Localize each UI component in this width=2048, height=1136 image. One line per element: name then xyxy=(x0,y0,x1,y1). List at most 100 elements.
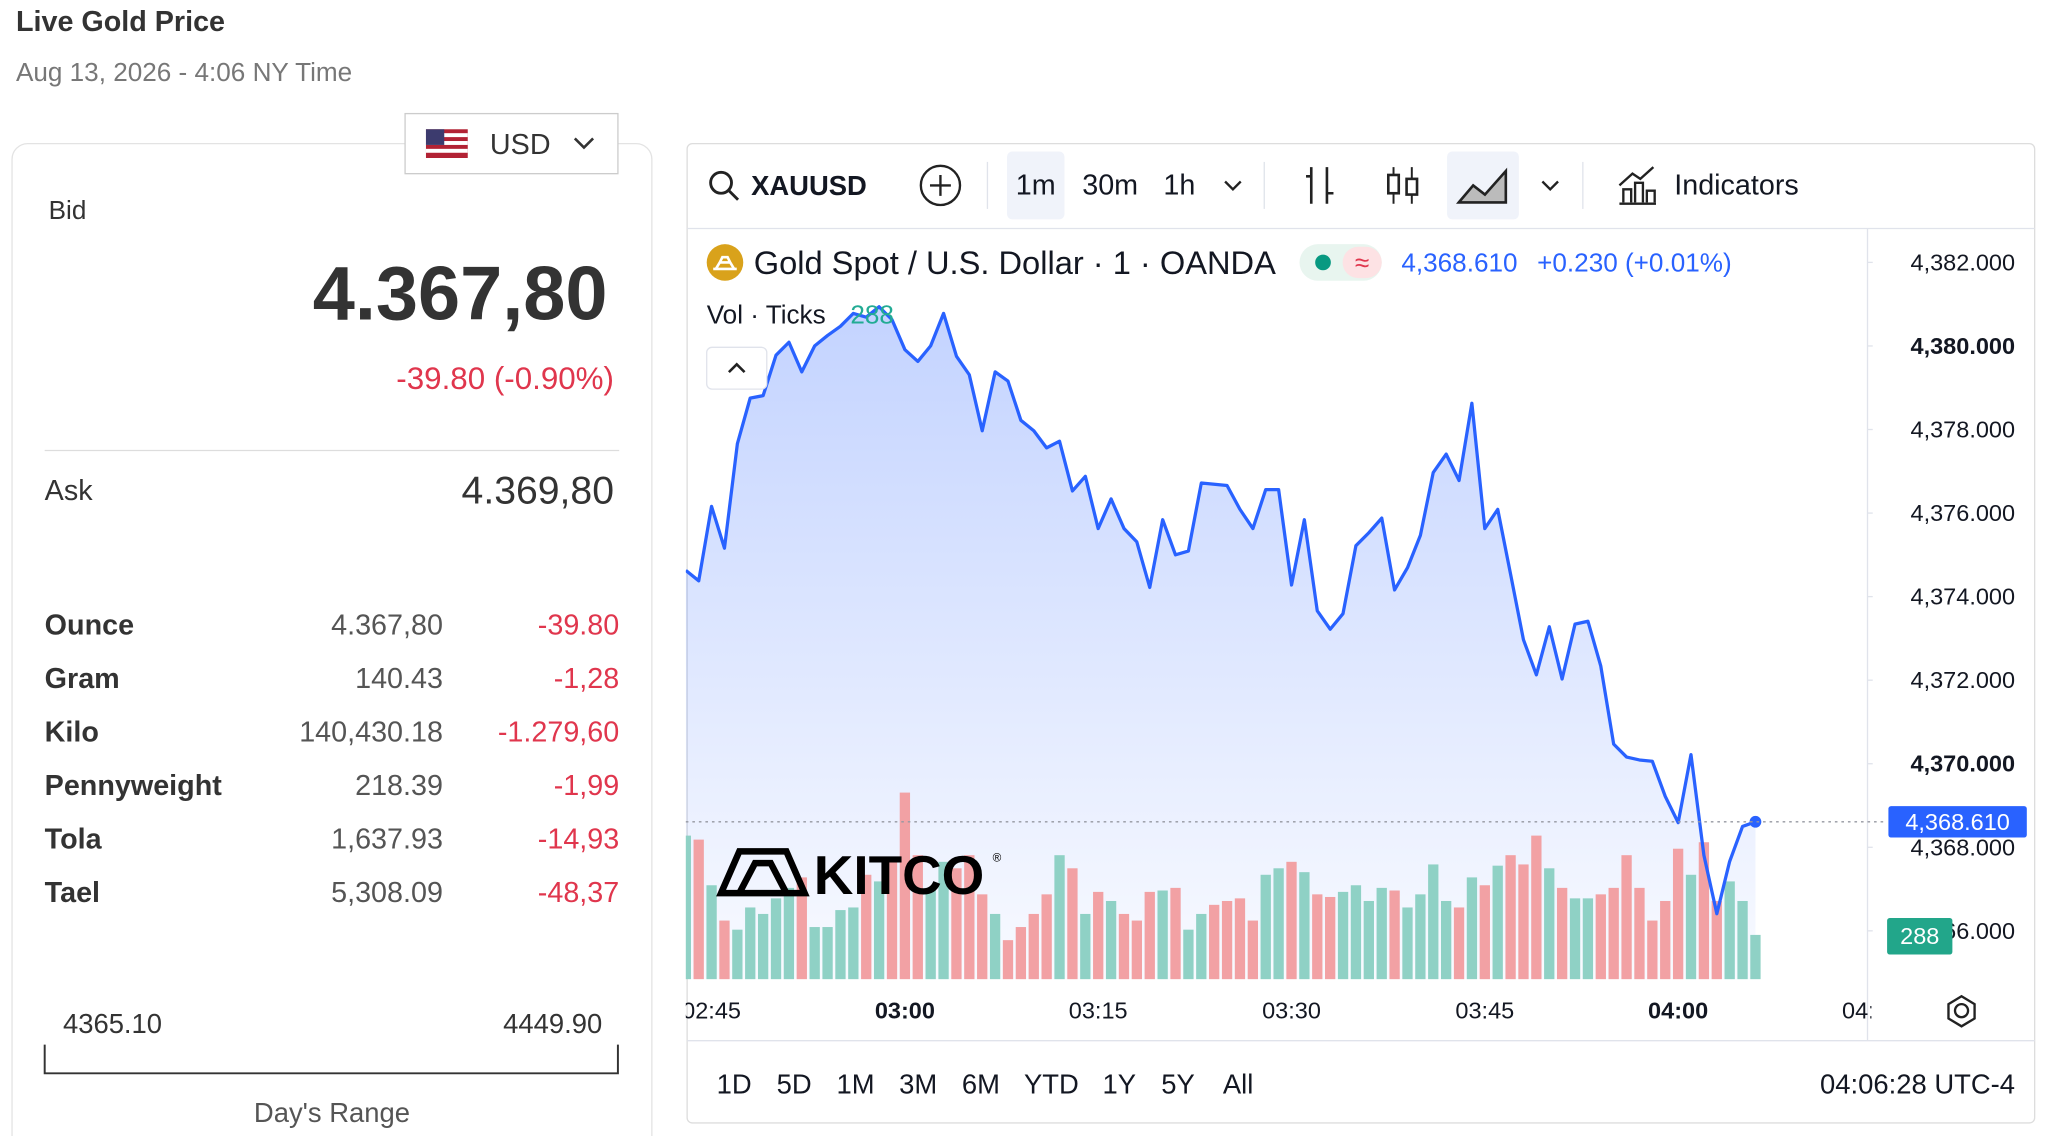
indicators-icon xyxy=(1618,166,1656,205)
y-tick-label: 4,372.000 xyxy=(1911,667,2016,693)
chevron xyxy=(573,137,595,150)
interval[interactable]: 1m xyxy=(1016,169,1056,201)
unit-change: -14,93 xyxy=(538,824,619,856)
bid-change: -39.80 (-0.90%) xyxy=(396,361,614,396)
range-button[interactable]: All xyxy=(1223,1068,1253,1099)
volume-bar xyxy=(1247,920,1259,980)
range-button[interactable]: 5Y xyxy=(1161,1068,1195,1099)
volume-bar xyxy=(1376,887,1387,980)
volume-bar xyxy=(1131,920,1143,980)
flag-canton xyxy=(425,129,445,145)
flag-stripe xyxy=(425,133,468,138)
legend-price: 4,368.610 xyxy=(1401,247,1517,277)
plus-icon xyxy=(929,174,951,196)
volume-bar xyxy=(989,913,1001,980)
volume-legend-value: 288 xyxy=(850,300,894,330)
clock: 04:06:28 UTC-4 xyxy=(1820,1068,2015,1099)
volume-bar xyxy=(1711,900,1722,980)
volume-bar xyxy=(835,910,846,980)
unit-price: 5,308.09 xyxy=(331,877,443,909)
settings-icon[interactable] xyxy=(1953,1002,1970,1019)
indicators-button[interactable]: Indicators xyxy=(1618,166,1799,205)
y-tick-label: 4,370.000 xyxy=(1911,751,2016,777)
volume-bar xyxy=(1170,887,1181,980)
unit-price: 1,637.93 xyxy=(331,824,443,856)
volume-bar xyxy=(685,835,691,980)
x-tick-label: 03:30 xyxy=(1262,998,1321,1024)
volume-bar xyxy=(1350,885,1362,980)
price-table: Ounce 4.367,80 -39.80 Gram 140.43 -1,28 Kilo 14… xyxy=(45,609,620,909)
volume-bar xyxy=(1569,898,1581,980)
volume-bar xyxy=(912,855,923,980)
range-button[interactable]: 6M xyxy=(962,1068,1000,1099)
y-tick-label: 4,368.000 xyxy=(1911,834,2016,860)
interval[interactable]: 1h xyxy=(1163,169,1195,201)
range-button[interactable]: 5D xyxy=(777,1068,812,1099)
symbol-search[interactable]: XAUUSD xyxy=(709,170,867,201)
volume-bar xyxy=(1428,864,1439,980)
volume-badge xyxy=(1887,917,1953,955)
active-interval xyxy=(1007,151,1065,220)
volume-bar xyxy=(977,894,988,980)
delay-icon: ≈ xyxy=(1355,247,1369,277)
volume-bar xyxy=(1093,891,1104,980)
volume-bar xyxy=(1466,877,1478,980)
range-button[interactable]: 1Y xyxy=(1103,1068,1137,1099)
x-tick-label: 04:00 xyxy=(1648,998,1708,1024)
volume-bar xyxy=(848,907,859,980)
logo-text: KITCO xyxy=(814,844,985,906)
candles-icon xyxy=(1405,177,1419,196)
logo-registered: ® xyxy=(993,851,1002,864)
volume-bar xyxy=(886,861,898,980)
volume-bar xyxy=(783,887,795,980)
volume-bar xyxy=(1015,927,1027,980)
volume-bar xyxy=(745,907,756,980)
range-high: 4449.90 xyxy=(503,1008,602,1039)
volume-bar xyxy=(938,861,949,980)
unit: Tola xyxy=(45,824,103,856)
volume-bar xyxy=(719,920,730,980)
indicators[interactable]: Indicators xyxy=(1674,169,1799,201)
chevron[interactable] xyxy=(1224,180,1242,191)
volume-bar xyxy=(873,881,885,980)
price-badge-label: 4,368.610 xyxy=(1905,809,2010,835)
interval[interactable]: 30m xyxy=(1082,169,1138,201)
logo-mark xyxy=(716,848,810,897)
range-button[interactable]: 1D xyxy=(717,1068,752,1099)
chevron[interactable] xyxy=(1541,180,1559,191)
bid-price: 4.367,80 xyxy=(313,251,608,336)
volume-bar xyxy=(1183,929,1194,980)
volume-bar xyxy=(1389,890,1400,980)
range-button[interactable]: 3M xyxy=(899,1068,937,1099)
currency[interactable]: USD xyxy=(490,129,551,161)
unit-price: 4.367,80 xyxy=(331,609,443,641)
gold-icon xyxy=(713,255,737,271)
flag-stripe xyxy=(425,141,468,145)
unit-change: -1.279,60 xyxy=(498,717,619,749)
volume-bar xyxy=(1157,890,1168,980)
volume-bar xyxy=(1273,868,1284,980)
flag-stripe xyxy=(425,148,468,153)
volume-bar xyxy=(1479,885,1490,980)
volume-bar xyxy=(1556,887,1568,980)
volume-bar xyxy=(1672,848,1684,980)
symbol[interactable]: XAUUSD xyxy=(751,170,867,201)
currency-select[interactable]: USD xyxy=(404,112,619,175)
bars-icon[interactable] xyxy=(1306,167,1334,204)
range-button[interactable]: 1M xyxy=(837,1068,875,1099)
logo: KITCO ® xyxy=(716,844,1002,906)
volume-bar xyxy=(1002,940,1014,980)
y-tick-label: 4,374.000 xyxy=(1911,584,2016,610)
search-icon xyxy=(727,189,740,201)
add-symbol[interactable] xyxy=(919,164,962,207)
active-style[interactable] xyxy=(1447,151,1519,220)
volume-bar xyxy=(1299,872,1310,980)
volume-bar xyxy=(1647,920,1658,980)
y-tick-label: 4,382.000 xyxy=(1911,249,2016,275)
range-button[interactable]: YTD xyxy=(1024,1068,1079,1099)
x-tick-label: 03:45 xyxy=(1455,998,1514,1024)
collapse-legend[interactable] xyxy=(706,346,768,390)
ask-price: 4.369,80 xyxy=(462,469,614,512)
price-line xyxy=(685,305,1757,916)
